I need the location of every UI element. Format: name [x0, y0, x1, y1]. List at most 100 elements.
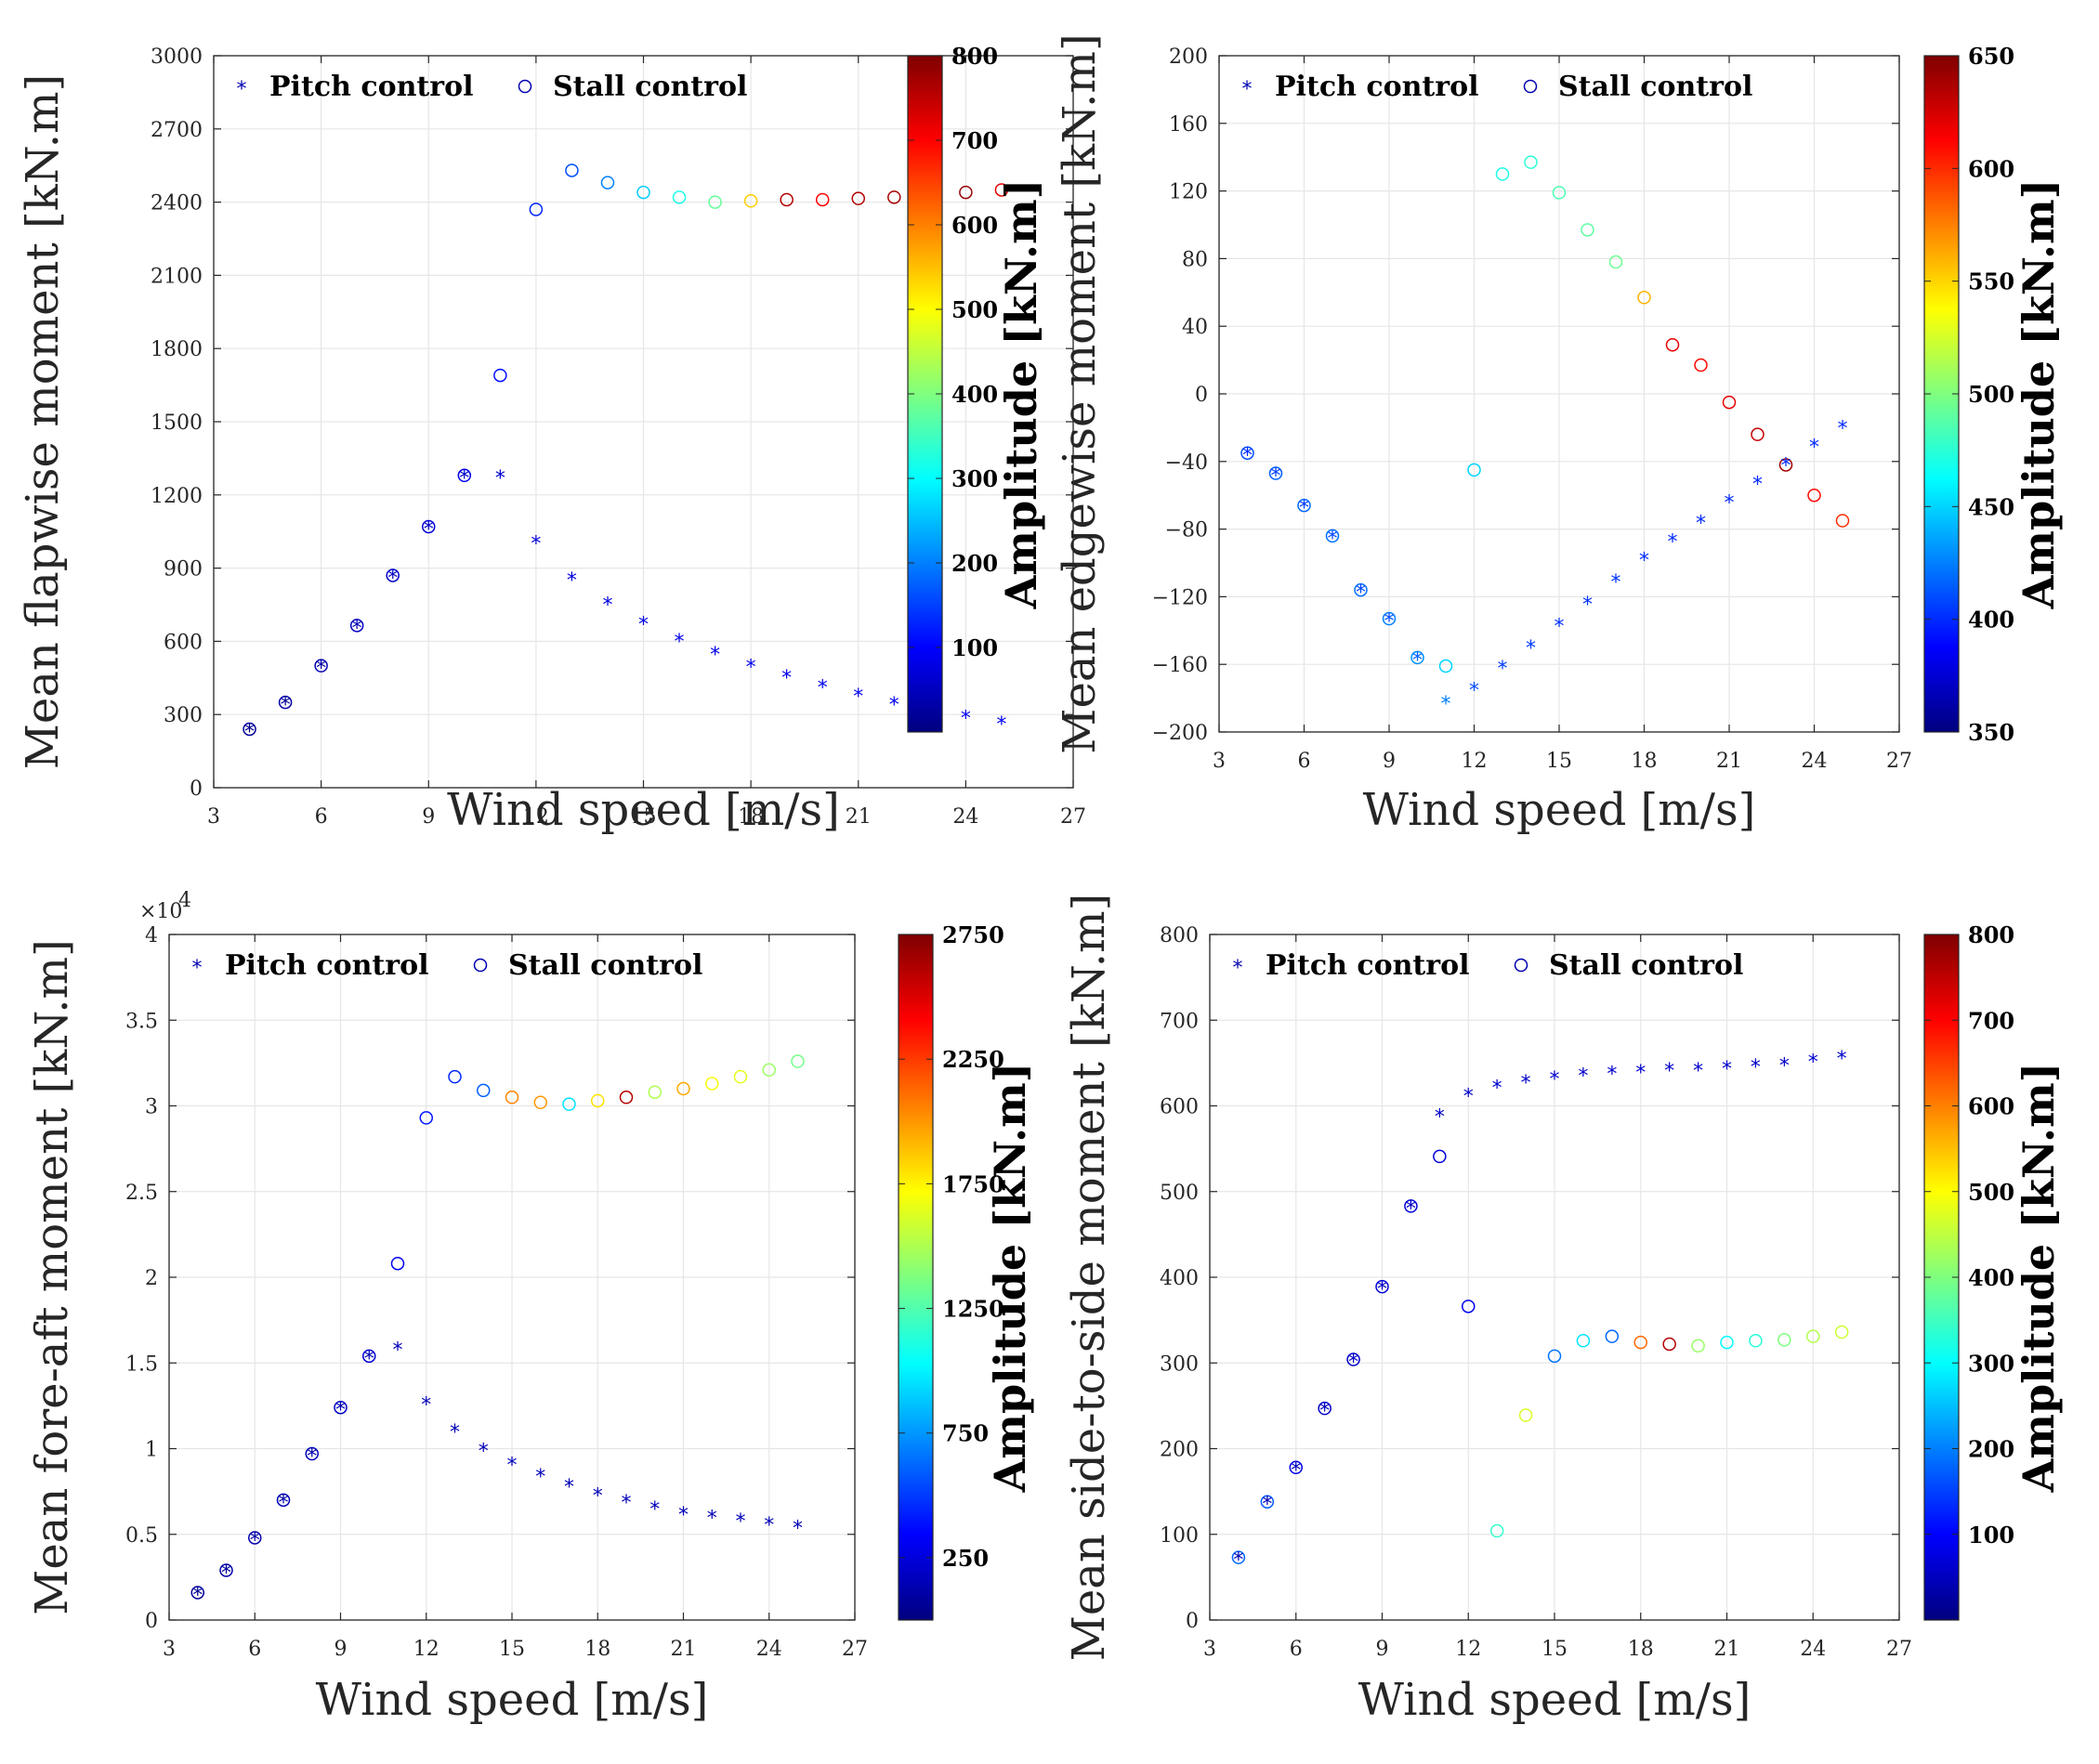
colorbar-tick-label: 550: [1968, 268, 2014, 295]
pitch-control-point: *: [593, 1484, 603, 1508]
pitch-control-point: *: [1664, 1060, 1674, 1083]
stall-control-point: [600, 176, 615, 189]
y-tick-label: 0: [1186, 1610, 1199, 1633]
stall-control-point: [276, 1493, 291, 1508]
pitch-control-point: *: [1808, 1052, 1818, 1075]
stall-control-point: [780, 192, 794, 207]
stall-control-point: [1289, 1460, 1303, 1475]
y-exponent-label: ×10: [139, 900, 182, 923]
stall-control-point: [1778, 458, 1793, 472]
pitch-control-point: *: [1469, 680, 1479, 703]
pitch-control-point: *: [192, 1584, 203, 1607]
y-tick-label: 0: [190, 777, 203, 801]
stall-control-point: [457, 468, 472, 483]
x-tick-label: 9: [335, 1638, 348, 1661]
pitch-control-point: *: [1781, 455, 1791, 478]
pitch-control-point: *: [244, 721, 255, 744]
stall-control-point: [422, 519, 436, 534]
y-tick-label: 1.5: [125, 1352, 158, 1376]
stall-control-point: [1665, 337, 1680, 352]
x-tick-label: 12: [1455, 1638, 1481, 1661]
y-tick-label: 0.5: [125, 1524, 158, 1548]
stall-control-point: [815, 192, 830, 207]
stall-control-point: [1662, 1337, 1676, 1352]
pitch-control-point: *: [1435, 1106, 1445, 1130]
y-exponent-power: 4: [178, 889, 191, 912]
y-tick-label: 300: [1160, 1352, 1199, 1376]
y-tick-label: 300: [164, 704, 203, 727]
panel-foreaft: 3 6 9 12 15 18 21 24 27 0 0.5 1 1.5 2 2.5 3 3.5 4×104 Mean…: [26, 889, 1035, 1726]
pitch-control-point: *: [1582, 594, 1593, 617]
pitch-control-point: *: [535, 1466, 545, 1489]
y-tick-label: 0: [145, 1610, 158, 1633]
pitch-control-point: *: [1725, 492, 1735, 516]
x-tick-label: 3: [1203, 1638, 1216, 1661]
pitch-control-point: *: [1639, 550, 1649, 573]
stall-control-point: [1495, 167, 1510, 181]
stall-control-point: [529, 203, 544, 216]
x-tick-label: 9: [1383, 750, 1396, 773]
pitch-control-point: *: [1412, 649, 1423, 673]
stall-control-point: [562, 1097, 576, 1111]
colorbar-tick-label: 650: [1968, 43, 2014, 70]
x-tick-label: 9: [1376, 1638, 1389, 1661]
x-tick-label: 21: [1714, 1638, 1740, 1661]
y-tick-label: 900: [164, 558, 203, 581]
colorbar-label: Amplitude [kN.m]: [985, 1063, 1035, 1494]
pitch-control-point: *: [531, 533, 541, 556]
pitch-control-point: *: [649, 1498, 660, 1522]
x-axis-label: Wind speed [m/s]: [1358, 1674, 1751, 1726]
stall-control-point: [708, 195, 722, 209]
pitch-control-point: *: [1635, 1062, 1646, 1085]
stall-control-point: [1806, 1329, 1820, 1343]
stall-control-point: [1382, 611, 1397, 626]
y-tick-label: −80: [1165, 519, 1208, 542]
x-tick-label: 6: [1290, 1638, 1303, 1661]
stall-control-point: [1346, 1352, 1360, 1366]
legend-stall-label: Stall control: [1549, 949, 1743, 982]
pitch-control-point: *: [1233, 1549, 1243, 1573]
legend-pitch-marker: *: [237, 78, 247, 101]
legend-pitch-label: Pitch control: [1266, 949, 1470, 982]
stall-control-point: [851, 191, 865, 205]
pitch-control-point: *: [1242, 445, 1253, 468]
colorbar-tick-label: 600: [1968, 155, 2014, 182]
pitch-control-point: *: [1611, 571, 1621, 595]
colorbar-tick-label: 400: [1968, 1264, 2014, 1291]
stall-control-point: [1834, 1325, 1849, 1339]
stall-control-point: [243, 722, 256, 737]
pitch-control-point: *: [707, 1507, 717, 1530]
colorbar-tick-label: 250: [942, 1545, 989, 1572]
pitch-control-point: *: [622, 1492, 632, 1515]
pitch-control-point: *: [889, 694, 899, 717]
x-tick-label: 9: [422, 805, 435, 829]
y-tick-label: 1800: [151, 338, 203, 361]
pitch-control-point: *: [1838, 418, 1848, 441]
legend-stall-label: Stall control: [508, 949, 702, 982]
stall-control-point: [1462, 1300, 1476, 1313]
pitch-control-point: *: [1463, 1086, 1474, 1109]
stall-control-point: [1722, 395, 1737, 410]
y-tick-label: 40: [1182, 316, 1208, 339]
colorbar-tick-label: 500: [951, 296, 998, 323]
stall-control-point: [190, 1586, 204, 1600]
stall-control-point: [334, 1400, 348, 1415]
pitch-control-point: *: [710, 644, 720, 667]
pitch-control-point: *: [602, 594, 612, 617]
stall-control-point: [477, 1083, 491, 1098]
pitch-control-point: *: [1578, 1065, 1588, 1088]
stall-control-point: [1438, 659, 1453, 673]
pitch-control-point: *: [279, 1492, 289, 1515]
pitch-control-point: *: [1751, 1056, 1761, 1079]
legend-stall-label: Stall control: [1558, 71, 1752, 103]
pitch-control-point: *: [736, 1510, 746, 1534]
x-tick-label: 21: [846, 805, 872, 829]
colorbar-tick-label: 300: [1968, 1350, 2014, 1377]
pitch-control-point: *: [1441, 693, 1451, 716]
pitch-control-point: *: [1291, 1459, 1301, 1483]
stall-control-point: [1835, 514, 1850, 528]
legend-stall-marker: [1523, 79, 1538, 94]
stall-control-point: [1410, 650, 1424, 665]
pitch-control-point: *: [675, 631, 685, 654]
stall-control-point: [1807, 488, 1821, 503]
